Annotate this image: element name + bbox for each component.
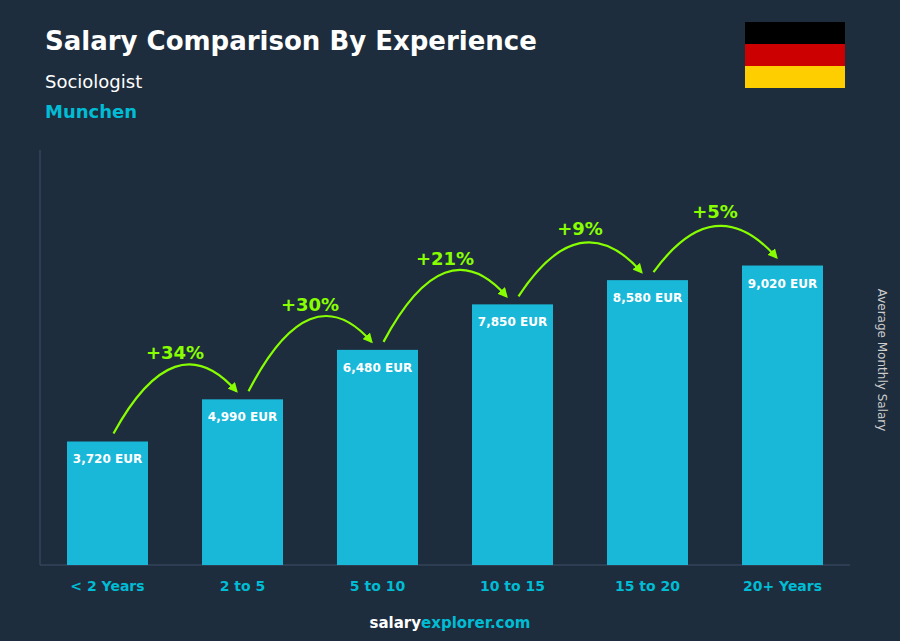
change-arrow — [249, 316, 372, 391]
y-axis-line — [40, 150, 41, 565]
bar — [607, 280, 688, 565]
subtitle: Munchen — [45, 101, 137, 122]
watermark: salaryexplorer.com — [370, 614, 531, 632]
background — [0, 0, 900, 641]
change-arrow — [519, 242, 642, 296]
data-label: 9,020 EUR — [748, 277, 817, 291]
x-tick-label: < 2 Years — [70, 578, 144, 594]
flag-stripe — [745, 66, 845, 88]
x-tick-label: 2 to 5 — [220, 578, 266, 594]
data-label: 6,480 EUR — [343, 361, 412, 375]
bar — [742, 266, 823, 565]
x-tick-label: 5 to 10 — [350, 578, 406, 594]
data-label: 3,720 EUR — [73, 452, 142, 466]
change-label: +30% — [281, 294, 339, 315]
change-label: +5% — [692, 201, 738, 222]
data-label: 4,990 EUR — [208, 410, 277, 424]
watermark-part: explorer.com — [421, 614, 530, 632]
subtitle: Sociologist — [45, 71, 142, 92]
change-arrow — [654, 226, 777, 272]
change-arrow — [114, 364, 237, 433]
watermark-part: salary — [370, 614, 422, 632]
data-label: 8,580 EUR — [613, 291, 682, 305]
title: Salary Comparison By Experience — [45, 26, 537, 56]
data-label: 7,850 EUR — [478, 315, 547, 329]
change-label: +34% — [146, 342, 204, 363]
x-tick-label: 15 to 20 — [615, 578, 680, 594]
flag-stripe — [745, 22, 845, 44]
change-label: +21% — [416, 248, 474, 269]
x-tick-label: 10 to 15 — [480, 578, 545, 594]
x-tick-label: 20+ Years — [743, 578, 822, 594]
chart: Salary Comparison By Experience Sociologi… — [0, 0, 900, 641]
y-axis-label: Average Monthly Salary — [875, 289, 889, 432]
bar — [67, 441, 148, 565]
bar — [337, 350, 418, 565]
flag-stripe — [745, 44, 845, 66]
change-label: +9% — [557, 218, 603, 239]
x-axis-line — [40, 565, 850, 566]
change-arrow — [384, 270, 507, 342]
bars — [67, 266, 823, 565]
flag — [745, 22, 845, 88]
bar — [472, 304, 553, 565]
bar — [202, 399, 283, 565]
